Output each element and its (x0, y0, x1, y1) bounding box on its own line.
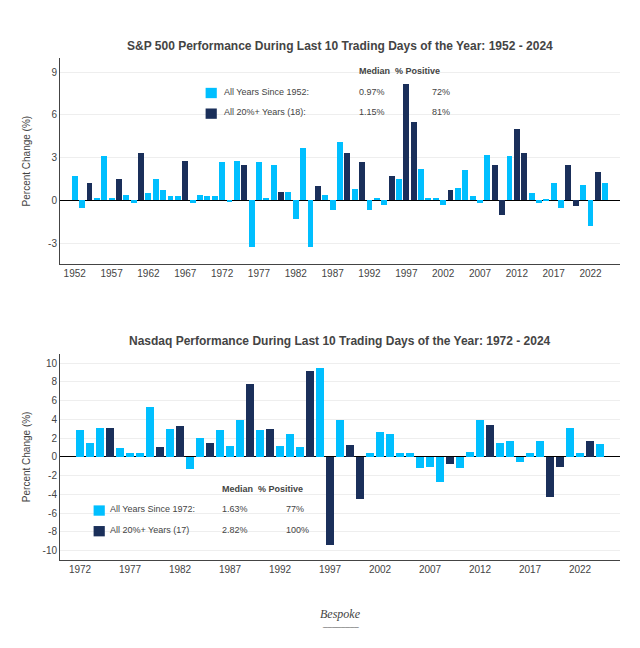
svg-text:2022: 2022 (579, 268, 602, 279)
svg-text:Nasdaq Performance During Last: Nasdaq Performance During Last 10 Tradin… (129, 334, 551, 348)
svg-text:1987: 1987 (322, 268, 345, 279)
svg-text:1987: 1987 (219, 564, 242, 575)
svg-text:Percent Change (%): Percent Change (%) (21, 412, 32, 503)
svg-text:All Years Since 1972:: All Years Since 1972: (110, 504, 195, 514)
svg-text:1992: 1992 (358, 268, 381, 279)
svg-text:1962: 1962 (137, 268, 160, 279)
svg-text:2002: 2002 (369, 564, 392, 575)
svg-text:________: ________ (322, 619, 359, 628)
svg-text:Median % Positive: Median % Positive (359, 66, 440, 76)
svg-text:1982: 1982 (285, 268, 308, 279)
svg-text:Percent Change (%): Percent Change (%) (21, 116, 32, 207)
svg-text:9: 9 (51, 67, 57, 78)
svg-text:All 20%+ Years (17): All 20%+ Years (17) (110, 525, 189, 535)
svg-text:0: 0 (51, 195, 57, 206)
svg-text:1957: 1957 (100, 268, 123, 279)
svg-text:1997: 1997 (319, 564, 342, 575)
svg-text:2017: 2017 (519, 564, 542, 575)
svg-text:2012: 2012 (469, 564, 492, 575)
svg-text:100%: 100% (286, 525, 309, 535)
svg-text:8: 8 (51, 376, 57, 387)
svg-text:10: 10 (46, 358, 58, 369)
svg-text:-3: -3 (48, 238, 57, 249)
svg-text:2007: 2007 (419, 564, 442, 575)
svg-text:77%: 77% (286, 504, 304, 514)
svg-text:2.82%: 2.82% (222, 525, 248, 535)
svg-text:1977: 1977 (119, 564, 142, 575)
svg-text:81%: 81% (432, 107, 450, 117)
svg-text:2: 2 (51, 433, 57, 444)
svg-text:1972: 1972 (211, 268, 234, 279)
svg-text:1.15%: 1.15% (359, 107, 385, 117)
svg-text:72%: 72% (432, 87, 450, 97)
svg-text:All 20%+ Years (18):: All 20%+ Years (18): (224, 107, 306, 117)
svg-text:1997: 1997 (395, 268, 418, 279)
svg-text:1952: 1952 (64, 268, 87, 279)
svg-text:Median % Positive: Median % Positive (222, 484, 303, 494)
svg-text:-6: -6 (48, 508, 57, 519)
svg-text:-8: -8 (48, 526, 57, 537)
svg-text:4: 4 (51, 414, 57, 425)
svg-text:0.97%: 0.97% (359, 87, 385, 97)
svg-text:2002: 2002 (432, 268, 455, 279)
svg-text:1.63%: 1.63% (222, 504, 248, 514)
svg-text:3: 3 (51, 152, 57, 163)
svg-text:1977: 1977 (248, 268, 271, 279)
svg-text:2022: 2022 (569, 564, 592, 575)
svg-text:1967: 1967 (174, 268, 197, 279)
svg-text:S&P 500 Performance During Las: S&P 500 Performance During Last 10 Tradi… (127, 39, 553, 53)
svg-text:1982: 1982 (169, 564, 192, 575)
svg-text:-2: -2 (48, 470, 57, 481)
svg-text:6: 6 (51, 109, 57, 120)
svg-text:2012: 2012 (506, 268, 529, 279)
svg-text:2007: 2007 (469, 268, 492, 279)
svg-text:1972: 1972 (69, 564, 92, 575)
svg-text:All Years Since 1952:: All Years Since 1952: (224, 87, 309, 97)
svg-text:-4: -4 (48, 489, 57, 500)
svg-text:1992: 1992 (269, 564, 292, 575)
svg-text:-10: -10 (43, 545, 58, 556)
svg-text:6: 6 (51, 395, 57, 406)
svg-text:2017: 2017 (543, 268, 566, 279)
svg-text:0: 0 (51, 451, 57, 462)
svg-text:Bespoke: Bespoke (320, 607, 361, 621)
